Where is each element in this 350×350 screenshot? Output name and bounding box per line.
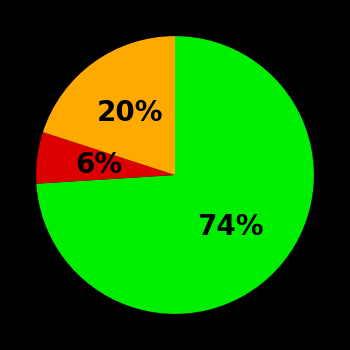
Wedge shape bbox=[43, 36, 175, 175]
Wedge shape bbox=[36, 36, 314, 314]
Text: 6%: 6% bbox=[76, 152, 123, 180]
Text: 20%: 20% bbox=[97, 99, 163, 127]
Wedge shape bbox=[36, 132, 175, 184]
Text: 74%: 74% bbox=[197, 213, 264, 241]
